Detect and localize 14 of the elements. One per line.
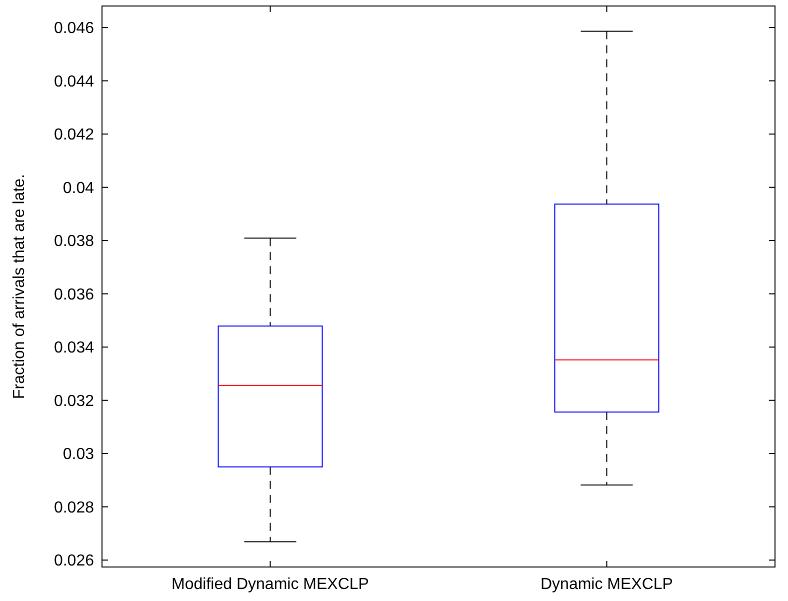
- y-tick-label: 0.032: [54, 392, 94, 410]
- x-tick-label: Dynamic MEXCLP: [540, 576, 673, 593]
- y-tick-label: 0.03: [62, 446, 94, 464]
- y-tick-label: 0.046: [54, 20, 94, 38]
- y-tick-label: 0.026: [54, 552, 94, 570]
- y-tick-label: 0.04: [62, 180, 94, 197]
- y-tick-label: 0.044: [54, 73, 94, 90]
- y-axis-title: Fraction of arrivals that are late.: [11, 174, 28, 399]
- y-tick-label: 0.042: [54, 126, 94, 144]
- y-tick-label: 0.038: [54, 233, 94, 250]
- y-tick-label: 0.028: [54, 499, 94, 516]
- x-tick-label: Modified Dynamic MEXCLP: [172, 576, 369, 593]
- y-tick-label: 0.036: [54, 286, 94, 304]
- y-tick-label: 0.034: [54, 340, 94, 357]
